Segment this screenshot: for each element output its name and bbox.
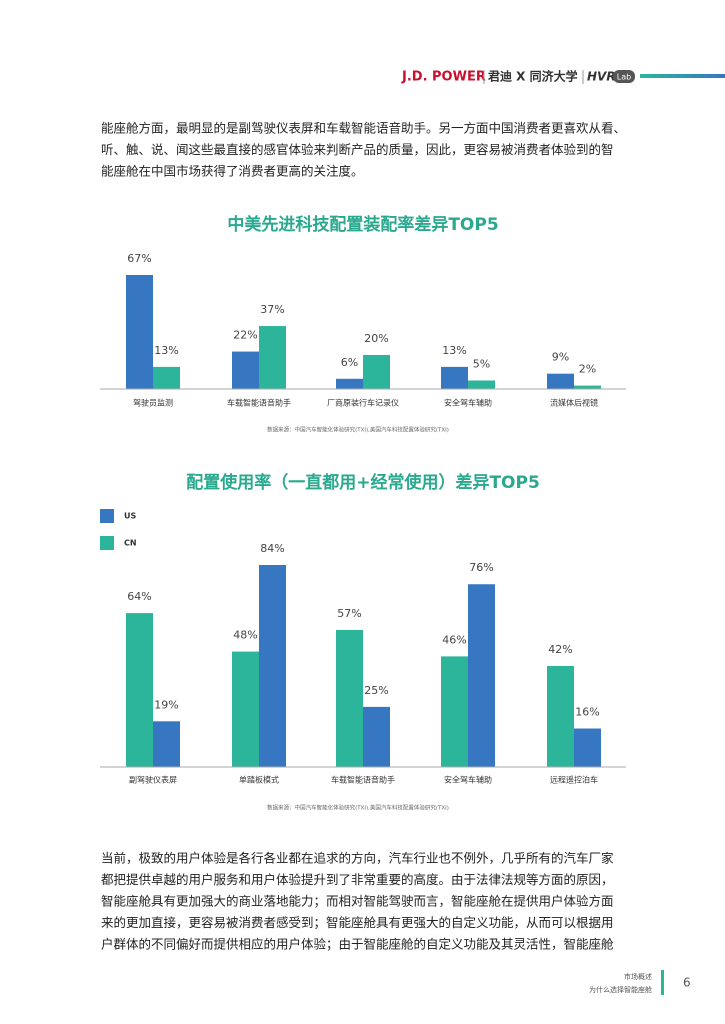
header: J.D. POWER 君迪 X 同济大学 HVR Lab: [401, 69, 725, 85]
value-label: 67%: [127, 252, 151, 265]
bar: [468, 584, 495, 767]
bar: [363, 354, 390, 389]
x-tick-label: 安全驾车辅助: [444, 775, 492, 785]
value-label: 20%: [364, 332, 388, 345]
bar: [232, 351, 259, 389]
footer-bar: [661, 970, 664, 995]
chart: 中美先进科技配置装配率差异TOP5 67% 22% 6% 13% 9% 13% 37% 20% 5…: [100, 214, 626, 434]
source-note: 数据来源：中国汽车智能化体验研究(TXI),美国汽车科技配置体验研究(TXI): [267, 804, 449, 812]
value-label: 6%: [341, 356, 358, 369]
hvr: HVR: [587, 70, 616, 84]
bar: [259, 326, 286, 389]
value-label: 42%: [548, 643, 572, 656]
bar: [153, 366, 180, 389]
text-line: 听、触、说、闻这些最直接的感官体验来判断产品的质量，因此，更容易被消费者体验到的…: [101, 142, 614, 157]
bar: [547, 373, 574, 389]
header-bar: [640, 74, 725, 78]
bar: [259, 565, 286, 767]
bar: [126, 613, 153, 767]
x-tick-label: 安全驾车辅助: [444, 398, 492, 408]
text-line: 当前，极致的用户体验是各行各业都在追求的方向，汽车行业也不例外，几乎所有的汽车厂…: [101, 851, 614, 866]
value-label: 13%: [442, 344, 466, 357]
value-label: 9%: [552, 351, 569, 364]
chart: 配置使用率（一直都用+经常使用）差异TOP5 19% 84% 25% 76% 16% US 6…: [100, 472, 626, 812]
x-tick-label: 流媒体后视镜: [550, 398, 598, 408]
value-label: 16%: [575, 706, 599, 719]
bar: [232, 651, 259, 767]
text-line: 智能座舱具有更加强大的商业落地能力；而相对智能驾驶而言，智能座舱在提供用户体验方…: [101, 894, 614, 909]
partners: 君迪 X 同济大学: [487, 69, 578, 84]
value-label: 37%: [260, 303, 284, 316]
x-tick-label: 厂商原装行车记录仪: [327, 398, 399, 408]
x-tick-label: 远程遥控泊车: [550, 775, 598, 785]
footer-section: 市场概述: [624, 972, 652, 981]
text-line: 户群体的不同偏好而提供相应的用户体验；由于智能座舱的自定义功能及其灵活性，智能座…: [101, 937, 614, 952]
bar: [574, 728, 601, 767]
value-label: 64%: [127, 590, 151, 603]
text-line: 来的更加直接，更容易被消费者感受到；智能座舱具有更强大的自定义功能，从而可以根据…: [101, 915, 614, 930]
text-line: 能座舱方面，最明显的是副驾驶仪表屏和车载智能语音助手。另一方面中国消费者更喜欢从…: [101, 121, 626, 136]
chart-title: 配置使用率（一直都用+经常使用）差异TOP5: [186, 472, 540, 493]
bar: [336, 378, 363, 389]
paragraph: 当前，极致的用户体验是各行各业都在追求的方向，汽车行业也不例外，几乎所有的汽车厂…: [101, 851, 614, 952]
lab: Lab: [617, 73, 631, 82]
bar: [126, 275, 153, 389]
legend-swatch: [100, 536, 114, 550]
x-tick-label: 单踏板模式: [239, 775, 279, 785]
legend-label: CN: [124, 539, 137, 548]
bar: [363, 706, 390, 767]
legend-label: US: [124, 512, 136, 521]
footer: 市场概述 为什么选择智能座舱 6: [589, 970, 691, 995]
paragraph: 能座舱方面，最明显的是副驾驶仪表屏和车载智能语音助手。另一方面中国消费者更喜欢从…: [101, 121, 626, 179]
source-note: 数据来源：中国汽车智能化体验研究(TXI),美国汽车科技配置体验研究(TXI): [267, 426, 449, 434]
x-tick-label: 副驾驶仪表屏: [129, 775, 177, 785]
value-label: 76%: [469, 561, 493, 574]
bar: [468, 380, 495, 389]
bar: [336, 629, 363, 767]
value-label: 25%: [364, 684, 388, 697]
bar: [153, 721, 180, 767]
text-line: 都把提供卓越的用户服务和用户体验提升到了非常重要的高度。由于法律法规等方面的原因…: [101, 872, 614, 887]
footer-subsection: 为什么选择智能座舱: [589, 985, 652, 994]
bar: [547, 666, 574, 767]
bar: [441, 656, 468, 767]
x-tick-label: 车载智能语音助手: [227, 398, 291, 408]
value-label: 48%: [233, 629, 257, 642]
value-label: 19%: [154, 698, 178, 711]
text-line: 能座舱在中国市场获得了消费者更高的关注度。: [101, 164, 364, 179]
chart-title: 中美先进科技配置装配率差异TOP5: [227, 214, 498, 235]
bar: [574, 385, 601, 389]
value-label: 22%: [233, 329, 257, 342]
value-label: 46%: [442, 633, 466, 646]
value-label: 5%: [473, 357, 490, 370]
x-tick-label: 车载智能语音助手: [331, 775, 395, 785]
value-label: 84%: [260, 542, 284, 555]
legend-swatch: [100, 509, 114, 523]
lab-badge: [613, 70, 635, 83]
page-number: 6: [683, 976, 691, 990]
brand: J.D. POWER: [401, 70, 486, 85]
x-tick-label: 驾驶员监测: [133, 398, 173, 408]
value-label: 57%: [337, 607, 361, 620]
value-label: 13%: [154, 344, 178, 357]
value-label: 2%: [579, 363, 596, 376]
bar: [441, 366, 468, 389]
